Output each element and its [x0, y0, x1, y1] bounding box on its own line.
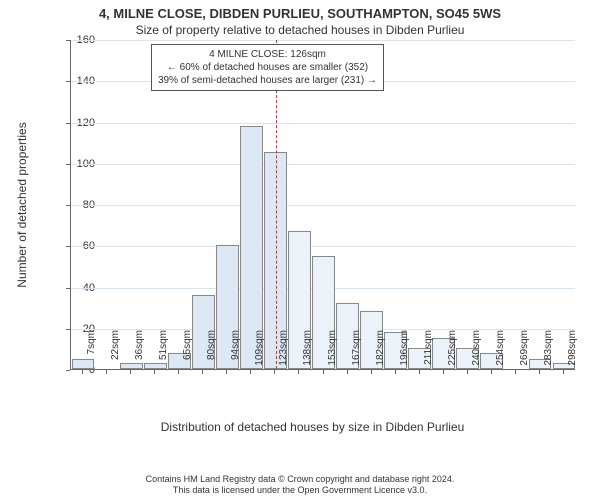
xtick-mark [226, 370, 227, 374]
ytick-mark [66, 370, 70, 371]
annotation-line3: 39% of semi-detached houses are larger (… [158, 74, 377, 87]
xtick-mark [130, 370, 131, 374]
xtick-label: 269sqm [519, 330, 530, 375]
xtick-label: 196sqm [399, 330, 410, 375]
xtick-mark [274, 370, 275, 374]
xtick-label: 138sqm [302, 330, 313, 375]
xtick-label: 22sqm [110, 330, 121, 375]
xtick-mark [347, 370, 348, 374]
xtick-label: 109sqm [254, 330, 265, 375]
xtick-label: 94sqm [230, 330, 241, 375]
xtick-label: 153sqm [327, 330, 338, 375]
xtick-label: 65sqm [182, 330, 193, 375]
y-axis-label: Number of detached properties [15, 122, 29, 287]
footer-line2: This data is licensed under the Open Gov… [0, 485, 600, 496]
xtick-label: 167sqm [351, 330, 362, 375]
xtick-mark [419, 370, 420, 374]
xtick-mark [323, 370, 324, 374]
xtick-mark [491, 370, 492, 374]
chart-title-main: 4, MILNE CLOSE, DIBDEN PURLIEU, SOUTHAMP… [0, 0, 600, 21]
xtick-mark [539, 370, 540, 374]
xtick-label: 254sqm [495, 330, 506, 375]
annotation-line1: 4 MILNE CLOSE: 126sqm [158, 48, 377, 61]
xtick-mark [154, 370, 155, 374]
chart-container: Number of detached properties 0204060801… [45, 40, 580, 420]
xtick-label: 283sqm [543, 330, 554, 375]
xtick-label: 225sqm [447, 330, 458, 375]
footer-line1: Contains HM Land Registry data © Crown c… [0, 474, 600, 485]
xtick-mark [443, 370, 444, 374]
xtick-label: 182sqm [375, 330, 386, 375]
annotation-box: 4 MILNE CLOSE: 126sqm ← 60% of detached … [151, 44, 384, 91]
xtick-mark [467, 370, 468, 374]
xtick-mark [202, 370, 203, 374]
xtick-mark [106, 370, 107, 374]
x-axis-label: Distribution of detached houses by size … [45, 420, 580, 434]
xtick-label: 51sqm [158, 330, 169, 375]
xtick-mark [395, 370, 396, 374]
xtick-mark [563, 370, 564, 374]
xtick-mark [82, 370, 83, 374]
xtick-label: 36sqm [134, 330, 145, 375]
footer-attribution: Contains HM Land Registry data © Crown c… [0, 474, 600, 496]
xtick-label: 7sqm [86, 330, 97, 375]
xtick-mark [371, 370, 372, 374]
xtick-mark [515, 370, 516, 374]
xtick-label: 240sqm [471, 330, 482, 375]
xtick-mark [250, 370, 251, 374]
plot-area: 4 MILNE CLOSE: 126sqm ← 60% of detached … [70, 40, 575, 370]
annotation-line2: ← 60% of detached houses are smaller (35… [158, 61, 377, 74]
xtick-mark [178, 370, 179, 374]
xtick-mark [298, 370, 299, 374]
xtick-label: 80sqm [206, 330, 217, 375]
xtick-label: 211sqm [423, 330, 434, 375]
xtick-label: 123sqm [278, 330, 289, 375]
xtick-label: 298sqm [567, 330, 578, 375]
